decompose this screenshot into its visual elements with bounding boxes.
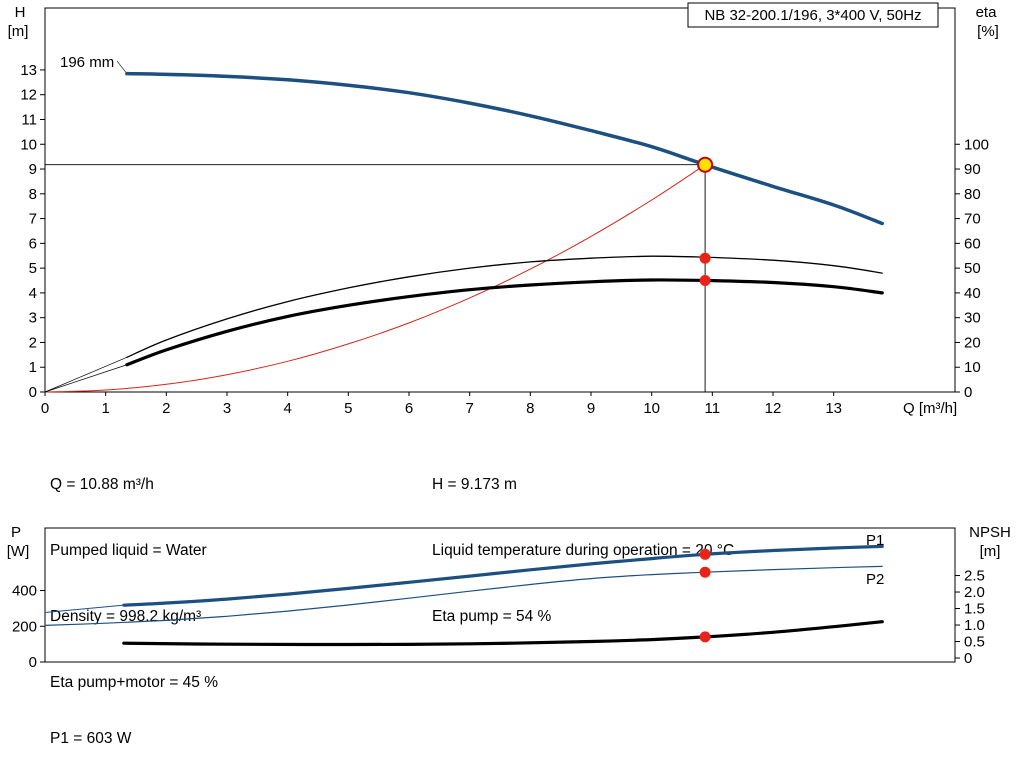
left-tick-label: 0: [29, 654, 37, 671]
right-tick-label: 2.5: [964, 568, 985, 585]
right-tick-label: 1.5: [964, 601, 985, 618]
right-tick-label: 60: [964, 235, 981, 252]
left-tick-label: 400: [12, 583, 37, 600]
duty-point[interactable]: [697, 156, 714, 173]
x-tick-label: 2: [162, 400, 170, 417]
x-tick-label: 4: [283, 400, 291, 417]
right-tick-label: 2.0: [964, 584, 985, 601]
x-tick-label: 5: [344, 400, 352, 417]
result-line-eta-pump: Eta pump = 54 %: [432, 608, 552, 625]
x-tick-label: 13: [825, 400, 842, 417]
left-tick-label: 8: [29, 186, 37, 203]
left-tick-label: 12: [20, 87, 37, 104]
left-tick-label: 5: [29, 260, 37, 277]
left-tick-label: 0: [29, 384, 37, 401]
duty-results-top-left: Q = 10.88 m³/h Pumped liquid = Water Den…: [50, 430, 218, 738]
right-axis-title: NPSH: [969, 524, 1011, 541]
x-tick-label: 6: [405, 400, 413, 417]
left-tick-label: 2: [29, 334, 37, 351]
right-axis-unit: [%]: [977, 23, 999, 40]
left-tick-label: 10: [20, 136, 37, 153]
x-tick-label: 12: [765, 400, 782, 417]
impeller-diameter-label: 196 mm: [60, 54, 114, 71]
right-tick-label: 0: [964, 650, 972, 667]
p1-series-label: P1: [866, 532, 884, 549]
x-tick-label: 1: [101, 400, 109, 417]
eta-pump-point: [699, 252, 711, 264]
left-axis-unit: [W]: [7, 543, 30, 560]
left-axis-unit: [m]: [8, 23, 29, 40]
eta-pump-motor-lead: [44, 364, 128, 393]
right-axis-title: eta: [976, 4, 998, 21]
p2-curve: [44, 565, 883, 626]
duty-results-bottom: P1 = 603 W P2 = 502.4 W NPSH = 0.64 m Ma…: [50, 684, 396, 781]
result-line-h: H = 9.173 m: [432, 476, 517, 493]
x-tick-label: 9: [587, 400, 595, 417]
left-tick-label: 3: [29, 310, 37, 327]
p1-curve: [122, 544, 884, 607]
right-tick-label: 1.0: [964, 617, 985, 634]
x-tick-label: 3: [223, 400, 231, 417]
p2-series-label: P2: [866, 571, 884, 588]
x-tick-label: 10: [643, 400, 660, 417]
result-line-eta-pump-motor: Eta pump+motor = 45 %: [50, 674, 219, 691]
left-tick-label: 11: [21, 111, 37, 128]
result-line-q: Q = 10.88 m³/h: [50, 476, 154, 493]
right-tick-label: 70: [964, 211, 981, 228]
left-tick-label: 13: [20, 62, 37, 79]
npsh-curve: [122, 620, 884, 647]
p1-point: [699, 548, 711, 560]
x-axis-title: Q [m³/h]: [903, 400, 957, 417]
pump-title-box: [687, 2, 939, 28]
eta-pump-curve: [126, 255, 883, 358]
right-tick-label: 30: [964, 310, 981, 327]
left-tick-label: 7: [29, 211, 37, 228]
right-axis-unit: [m]: [980, 543, 1001, 560]
right-tick-label: 80: [964, 186, 981, 203]
pump-title-text: NB 32-200.1/196, 3*400 V, 50Hz: [704, 7, 921, 24]
result-line-p1: P1 = 603 W: [50, 730, 132, 747]
result-line-liquid-temperature: Liquid temperature during operation = 20…: [432, 542, 735, 559]
qh-eta-chart: 0 1 2 3 4 5 6 7 8 9 10 11 12 130123456789101112130102…: [8, 2, 999, 417]
head-curve-196mm: [125, 71, 884, 226]
eta-pump-motor-point: [699, 275, 711, 286]
x-tick-label: 8: [526, 400, 534, 417]
plot-frame: [44, 7, 956, 393]
eta-pump-motor-curve: [125, 278, 884, 367]
x-tick-label: 0: [41, 400, 49, 417]
p2-point: [699, 566, 711, 578]
duty-results-top-right: H = 9.173 m Liquid temperature during op…: [432, 430, 734, 672]
left-tick-label: 9: [29, 161, 37, 178]
right-tick-label: 90: [964, 161, 981, 178]
left-tick-label: 6: [29, 235, 37, 252]
x-tick-label: 7: [465, 400, 473, 417]
result-line-pumped-liquid: Pumped liquid = Water: [50, 542, 207, 559]
right-tick-label: 0.5: [964, 634, 985, 651]
right-tick-label: 100: [964, 136, 989, 153]
plot-frame: [44, 527, 956, 663]
eta-pump-lead: [44, 356, 128, 393]
right-tick-label: 40: [964, 285, 981, 302]
right-tick-label: 0: [964, 384, 972, 401]
right-tick-label: 20: [964, 334, 981, 351]
system-curve: [44, 164, 706, 393]
right-tick-label: 50: [964, 260, 981, 277]
left-tick-label: 1: [29, 359, 37, 376]
impeller-label-connector: [116, 60, 128, 75]
left-tick-label: 4: [29, 285, 37, 302]
left-tick-label: 200: [12, 618, 37, 635]
right-tick-label: 10: [964, 359, 981, 376]
p1-lead: [44, 604, 125, 614]
left-axis-title: H: [15, 4, 26, 21]
x-tick-label: 11: [705, 400, 721, 417]
npsh-point: [699, 631, 711, 643]
left-axis-title: P: [11, 524, 21, 541]
